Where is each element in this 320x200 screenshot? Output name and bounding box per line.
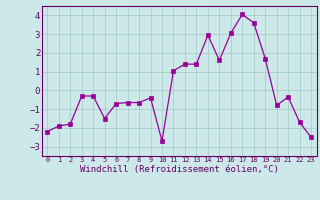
X-axis label: Windchill (Refroidissement éolien,°C): Windchill (Refroidissement éolien,°C) (80, 165, 279, 174)
